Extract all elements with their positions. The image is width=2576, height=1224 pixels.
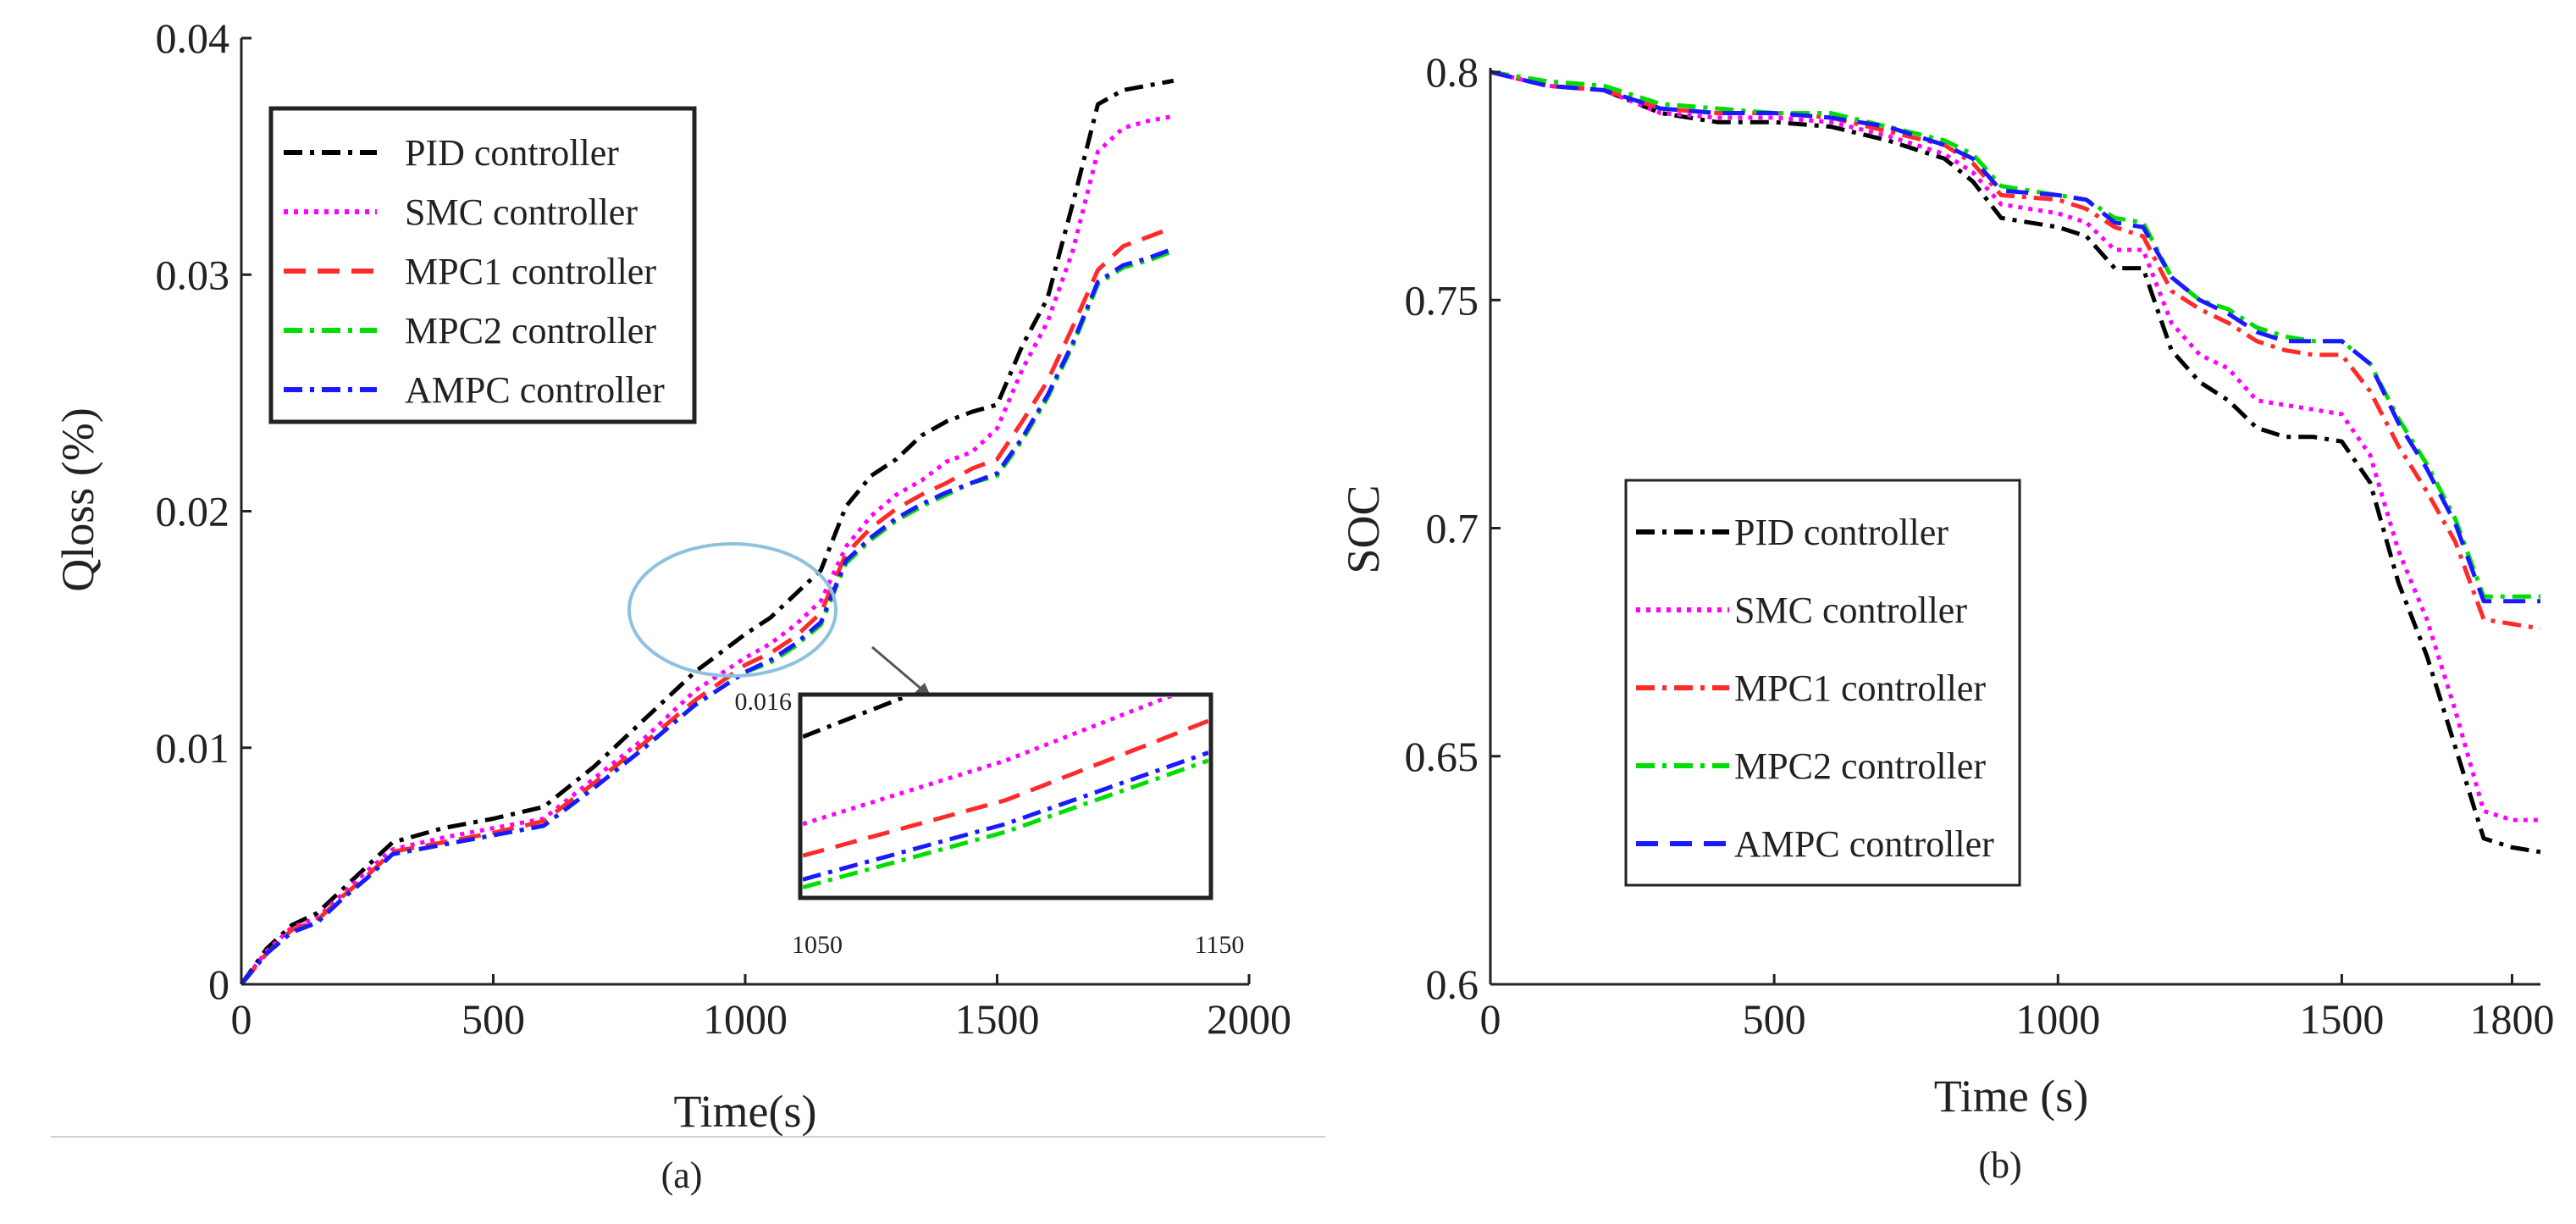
panel-a-inset-y-tick: 0.016 [735, 688, 793, 716]
panel-a-y-ticks: 0 0.01 0.02 0.03 0.04 [156, 14, 252, 1008]
panel-b-legend-label-smc-controller: SMC controller [1734, 590, 1967, 631]
panel-a-x-tick-label: 2000 [1207, 995, 1291, 1043]
panel-a-legend: PID controller SMC controller MPC1 control… [268, 106, 697, 424]
panel-a-x-tick-label: 1500 [955, 995, 1040, 1043]
panel-b-series-mpc2-controller [1490, 69, 2540, 599]
panel-b-x-tick-label: 500 [1743, 995, 1806, 1043]
panel-a-x-tick-label: 0 [231, 995, 252, 1043]
panel-a-inset-x-tick-start: 1050 [792, 931, 843, 959]
panel-b-y-tick-label: 0.75 [1405, 276, 1479, 324]
panel-b-series-ampc-controller [1490, 69, 2540, 604]
panel-a-inset-series-mpc2-controller [803, 758, 1208, 890]
panel-b: 0 500 1000 1500 1800 0.6 0.65 0.7 0.75 0.8 Time … [1338, 48, 2554, 1186]
panel-b-legend-label-mpc1-controller: MPC1 controller [1734, 667, 1986, 709]
panel-a: 0 500 1000 1500 2000 0 0.01 0.02 0.03 0.04 Time(… [51, 14, 1325, 1196]
panel-b-y-label: SOC [1338, 485, 1389, 573]
panel-a-inset-frame [798, 692, 1213, 900]
panel-b-y-ticks: 0.6 0.65 0.7 0.75 0.8 [1405, 48, 1501, 1008]
panel-a-series-pid-controller [239, 78, 1175, 986]
panel-b-y-tick-label: 0.7 [1426, 505, 1479, 552]
panel-b-legend-label-mpc2-controller: MPC2 controller [1734, 745, 1986, 787]
panel-a-inset-series-group [803, 697, 1208, 890]
panel-a-zoom-ellipse [627, 542, 837, 678]
panel-a-inset-series-smc-controller [803, 697, 1174, 827]
panel-b-legend-label-pid-controller: PID controller [1734, 512, 1949, 553]
panel-a-plot-area [239, 78, 1175, 986]
panel-a-inset: 0.016 1050 1150 [735, 688, 1245, 959]
panel-b-caption: (b) [1978, 1144, 2021, 1186]
panel-a-inset-plot [803, 697, 1208, 890]
panel-a-y-tick-label: 0 [208, 961, 229, 1008]
panel-a-x-tick-label: 1000 [703, 995, 788, 1043]
panel-a-y-tick-label: 0.03 [156, 251, 230, 298]
panel-b-x-tick-label: 1500 [2299, 995, 2384, 1043]
panel-b-x-label: Time (s) [1934, 1071, 2089, 1122]
panel-a-y-label: Qloss (%) [53, 407, 103, 591]
panel-b-x-tick-label: 0 [1480, 995, 1501, 1043]
panel-a-legend-label-smc-controller: SMC controller [405, 191, 638, 233]
panel-b-series-pid-controller [1490, 69, 2541, 855]
panel-a-caption: (a) [661, 1155, 703, 1196]
panel-a-x-tick-label: 500 [462, 995, 525, 1043]
panel-a-zoom-arrow [871, 645, 924, 692]
panel-b-y-tick-label: 0.6 [1426, 961, 1479, 1008]
panel-a-legend-label-mpc1-controller: MPC1 controller [405, 251, 656, 292]
panel-b-legend: PID controller SMC controller MPC1 control… [1624, 479, 2021, 887]
panel-a-x-label: Time(s) [673, 1086, 816, 1137]
panel-a-legend-label-ampc-controller: AMPC controller [405, 369, 665, 411]
panel-b-y-tick-label: 0.65 [1405, 733, 1479, 780]
panel-a-legend-box [268, 106, 697, 424]
panel-b-legend-box [1624, 479, 2021, 887]
panel-a-x-ticks: 0 500 1000 1500 2000 [231, 974, 1291, 1043]
panel-a-series-ampc-controller [240, 246, 1175, 986]
panel-b-plot-area [1490, 69, 2541, 855]
panel-b-x-tick-label: 1000 [2015, 995, 2100, 1043]
panel-b-x-tick-label: 1800 [2469, 995, 2554, 1043]
panel-a-inset-series-ampc-controller [803, 750, 1208, 882]
panel-b-legend-label-ampc-controller: AMPC controller [1734, 823, 1994, 865]
panel-a-y-tick-label: 0.04 [156, 14, 230, 62]
panel-b-y-tick-label: 0.8 [1426, 48, 1479, 96]
panel-b-x-ticks: 0 500 1000 1500 1800 [1480, 974, 2554, 1043]
panel-a-inset-series-mpc1-controller [803, 718, 1208, 858]
panel-a-y-tick-label: 0.02 [156, 488, 230, 535]
panel-a-legend-label-pid-controller: PID controller [405, 132, 619, 174]
panel-a-legend-label-mpc2-controller: MPC2 controller [405, 310, 656, 352]
panel-a-y-tick-label: 0.01 [156, 724, 230, 772]
panel-a-inset-x-tick-end: 1150 [1195, 931, 1245, 959]
